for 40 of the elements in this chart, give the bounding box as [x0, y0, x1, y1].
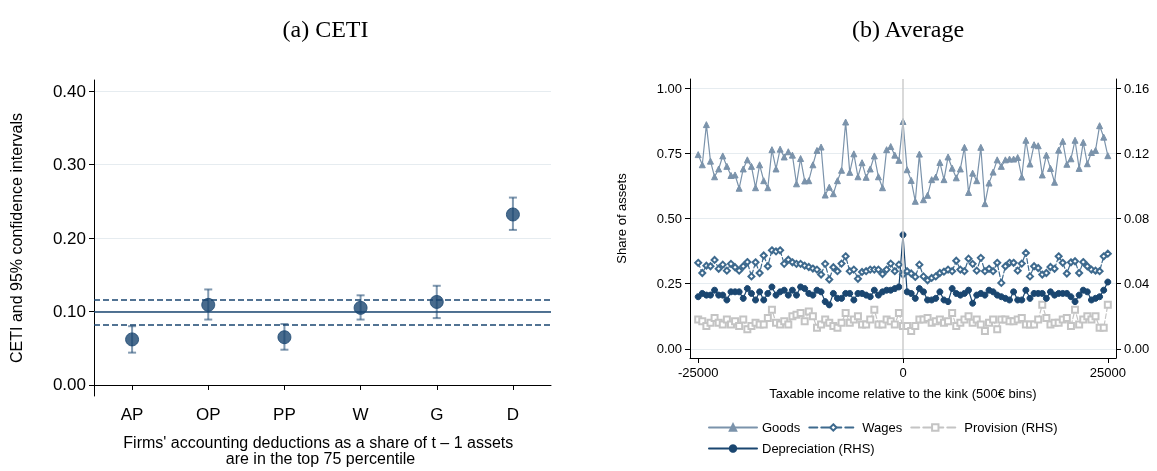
x-tick-label: W — [352, 405, 369, 424]
y2-tick-label: 0.16 — [1124, 80, 1150, 96]
chart-title: (b) Average — [851, 16, 965, 42]
x-axis-title: Firms' accounting deductions as a share of t – 1 assets are in the top 75 percentile — [123, 433, 518, 467]
x-tick-label: OP — [195, 405, 221, 424]
x-tick-label: -25000 — [677, 365, 719, 380]
x-tick-label: 0 — [899, 365, 907, 380]
y-tick-label: 0.40 — [52, 81, 86, 101]
x-tick-label: G — [430, 405, 444, 424]
y-tick-label: 0.00 — [52, 375, 86, 395]
legend-label: Wages — [862, 420, 903, 435]
point — [505, 207, 520, 222]
point — [429, 294, 444, 309]
point — [125, 332, 140, 347]
x-tick-label: 25000 — [1089, 365, 1126, 380]
y-tick-label: 0.00 — [656, 341, 682, 357]
y-tick-label: 0.30 — [52, 155, 86, 175]
point — [277, 330, 292, 345]
y-tick-label: 0.75 — [656, 145, 682, 161]
y2-tick-label: 0.00 — [1124, 341, 1150, 357]
x-tick-label: D — [506, 405, 520, 424]
y-tick-label: 1.00 — [656, 80, 682, 96]
legend-label: Depreciation (RHS) — [762, 441, 875, 456]
x-tick-label: PP — [273, 405, 296, 424]
y2-tick-label: 0.08 — [1124, 211, 1150, 226]
y-tick-label: 0.20 — [52, 228, 86, 248]
legend-label: Goods — [762, 420, 801, 435]
y-axis-title: Share of assets — [614, 172, 629, 264]
y-tick-label: 0.10 — [52, 301, 86, 321]
y-tick-label: 0.25 — [656, 276, 682, 292]
chart-title: (a) CETI — [282, 16, 369, 42]
x-axis-title: Taxable income relative to the kink (500€ bins) — [769, 385, 1037, 401]
y-axis-title: CETI and 95% confidence intervals — [7, 113, 25, 363]
y2-tick-label: 0.12 — [1124, 145, 1150, 161]
y2-tick-label: 0.04 — [1124, 276, 1150, 292]
point — [201, 297, 216, 312]
y-tick-label: 0.50 — [656, 211, 682, 226]
x-tick-label: AP — [120, 405, 144, 424]
point — [353, 300, 368, 315]
legend-label: Provision (RHS) — [964, 420, 1058, 435]
